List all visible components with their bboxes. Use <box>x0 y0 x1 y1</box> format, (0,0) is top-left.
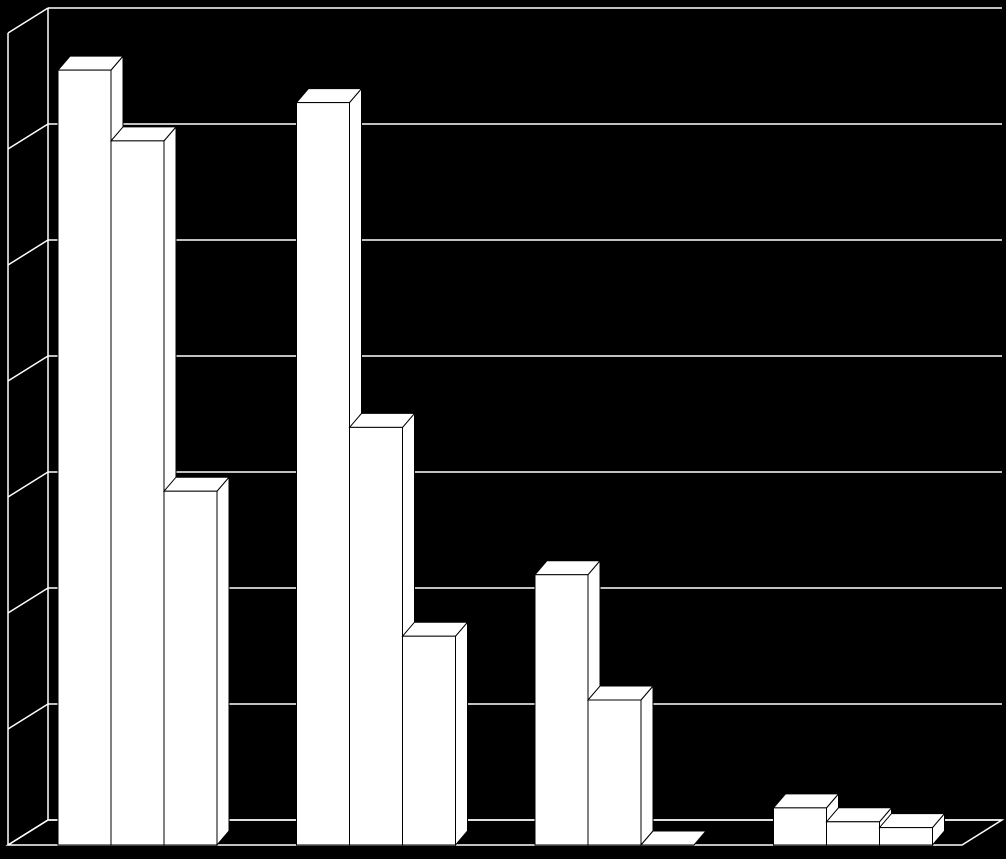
bar <box>639 830 708 846</box>
bar-side <box>455 620 468 847</box>
grid-line-side <box>7 355 49 382</box>
bar-front <box>773 807 827 846</box>
grid-line-side <box>7 7 49 34</box>
bar-top <box>401 621 469 637</box>
grid-line-side <box>7 587 49 614</box>
bar-side <box>640 684 654 847</box>
bar <box>878 812 946 847</box>
bar-front <box>349 426 403 846</box>
bar <box>401 620 469 847</box>
bar-front <box>826 821 880 846</box>
bar-top <box>639 830 708 846</box>
bar-top <box>825 807 893 823</box>
bar-top <box>56 55 125 71</box>
grid-line-side <box>7 819 49 846</box>
bar-top <box>109 126 178 142</box>
bar-front <box>57 69 112 846</box>
bar-top <box>533 560 602 576</box>
bar-front <box>402 635 456 846</box>
bar-front <box>879 827 933 846</box>
bar-front <box>110 140 165 846</box>
bar <box>586 684 655 847</box>
bar <box>295 87 363 847</box>
bar-front <box>587 699 642 846</box>
grid-line-side <box>7 471 49 498</box>
bar-front <box>163 490 218 846</box>
bar <box>162 475 231 847</box>
bar-top <box>878 813 946 829</box>
bar-top <box>348 412 416 428</box>
grid-line-side <box>7 703 49 730</box>
bar-front <box>534 574 589 846</box>
grid-line-side <box>7 123 49 150</box>
bar-front <box>296 102 350 846</box>
bar-top <box>772 793 840 809</box>
bar-side <box>216 475 230 847</box>
bar <box>109 125 178 847</box>
grid-line-side <box>7 239 49 266</box>
bar-top <box>162 476 231 492</box>
bar-top <box>295 88 363 104</box>
bar-top <box>586 685 655 701</box>
